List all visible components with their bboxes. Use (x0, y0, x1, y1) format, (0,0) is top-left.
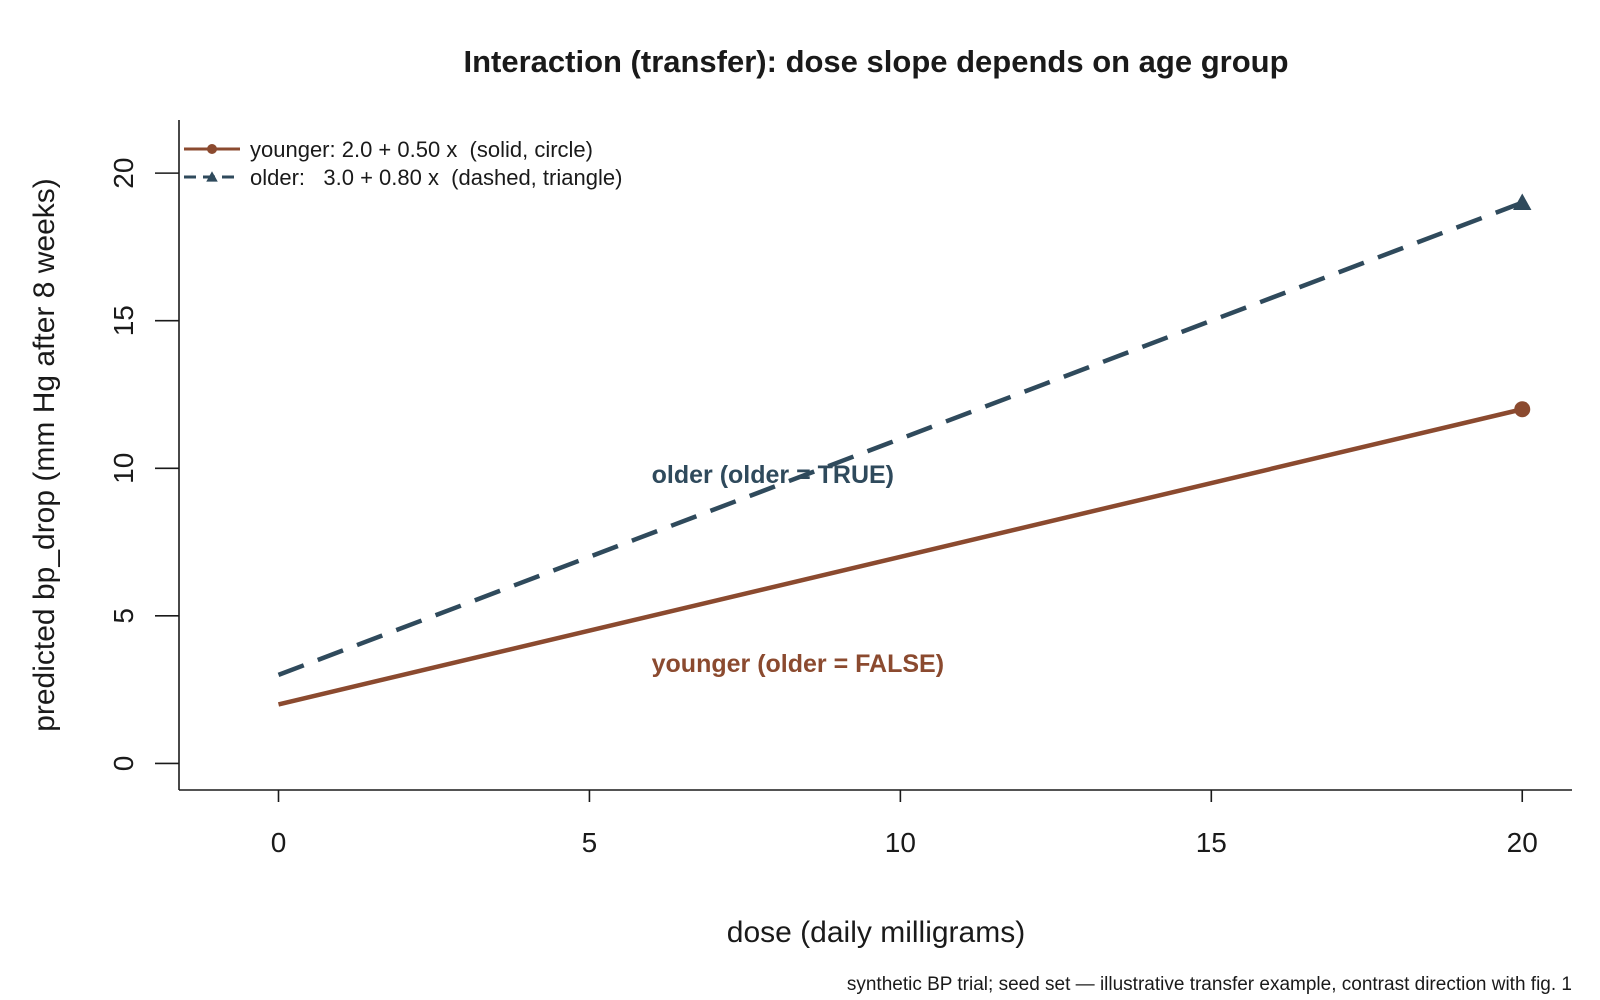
annotations: younger (older = FALSE) older (older = TR… (652, 461, 944, 678)
x-ticks: 0 5 10 15 20 (271, 790, 1538, 858)
older-series-line (277, 200, 1524, 677)
older-annotation: older (older = TRUE) (652, 461, 894, 489)
x-axis-label: dose (daily milligrams) (727, 916, 1025, 949)
legend-marker-younger (207, 144, 217, 154)
y-tick-label: 10 (108, 453, 139, 484)
x-tick-label: 15 (1196, 827, 1227, 858)
legend-label-younger: younger: 2.0 + 0.50 x (solid, circle) (250, 137, 593, 162)
y-ticks: 0 5 10 15 20 (108, 158, 179, 772)
legend: younger: 2.0 + 0.50 x (solid, circle) old… (184, 137, 622, 190)
x-tick-label: 20 (1507, 827, 1538, 858)
plot-area: 0 5 10 15 20 0 5 10 15 20 younger (older = FALSE… (108, 120, 1572, 858)
chart-title: Interaction (transfer): dose slope depen… (463, 44, 1288, 79)
y-tick-label: 5 (108, 608, 139, 624)
series-layer (277, 193, 1532, 707)
x-tick-label: 5 (582, 827, 598, 858)
x-tick-label: 0 (271, 827, 287, 858)
x-tick-label: 10 (885, 827, 916, 858)
legend-label-older: older: 3.0 + 0.80 x (dashed, triangle) (250, 165, 622, 190)
y-tick-label: 20 (108, 158, 139, 189)
legend-marker-older (206, 171, 218, 182)
younger-series-line (277, 407, 1523, 707)
caption: synthetic BP trial; seed set — illustrat… (847, 974, 1572, 995)
younger-end-point (1514, 401, 1531, 418)
younger-annotation: younger (older = FALSE) (652, 650, 944, 678)
y-tick-label: 0 (108, 756, 139, 772)
y-tick-label: 15 (108, 305, 139, 336)
y-axis-label: predicted bp_drop (mm Hg after 8 weeks) (28, 178, 61, 732)
older-end-point (1513, 193, 1532, 211)
